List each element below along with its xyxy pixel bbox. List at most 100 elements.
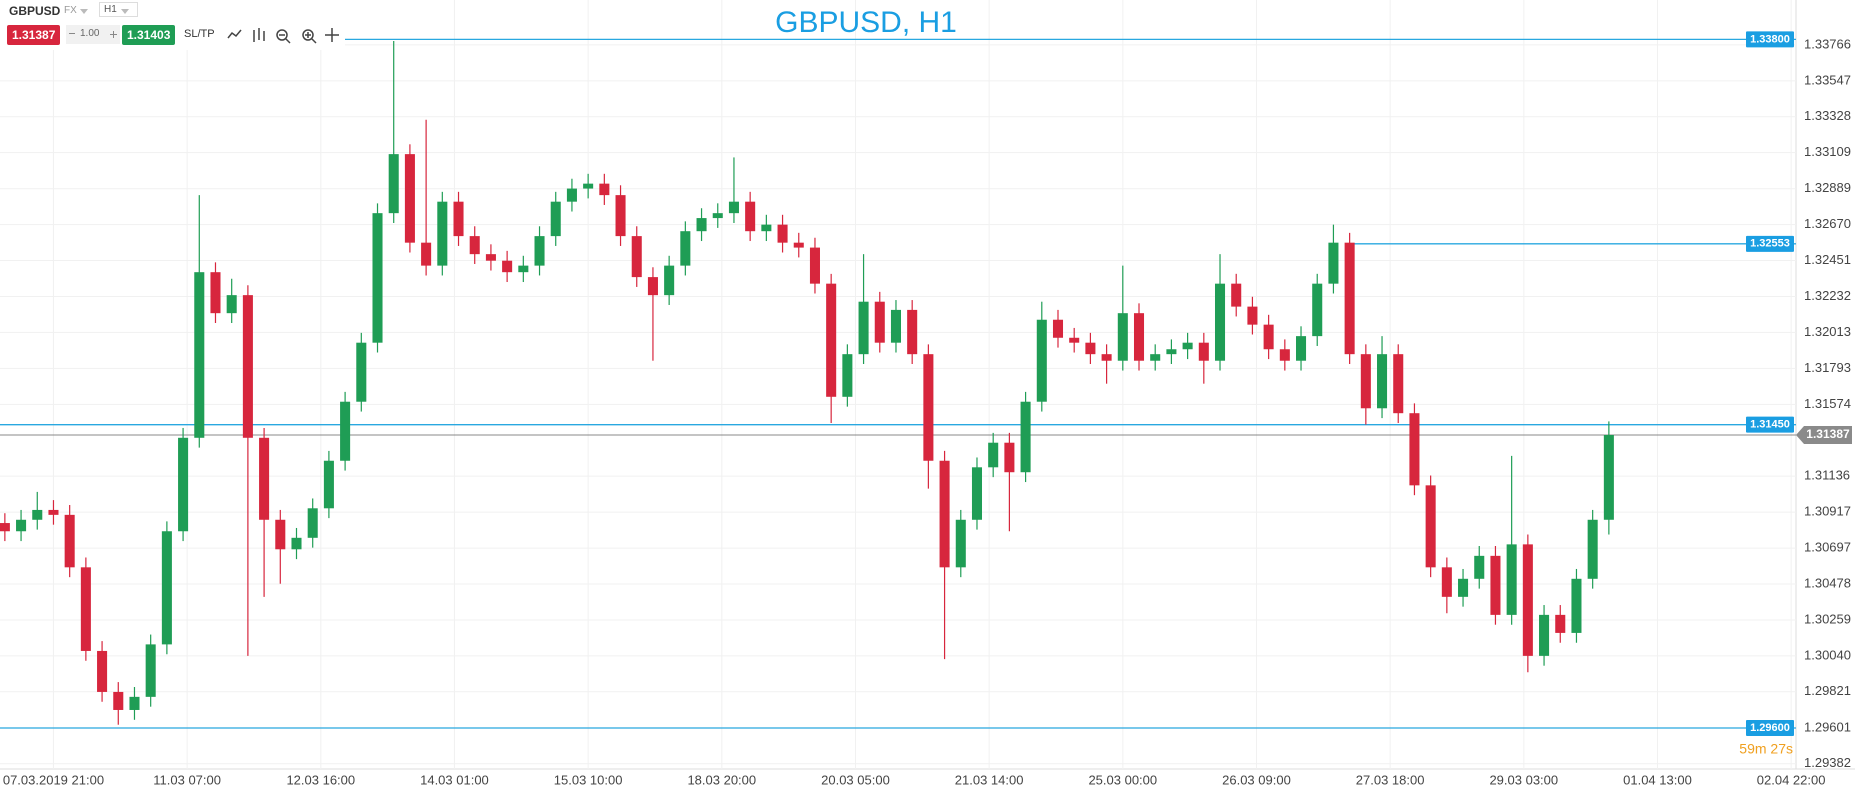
- candles: [0, 40, 1614, 725]
- candle-body: [226, 295, 237, 314]
- tool-icons[interactable]: [226, 26, 342, 46]
- y-tick-label: 1.31793: [1804, 360, 1851, 375]
- candle-body: [1133, 313, 1145, 361]
- candle-body: [631, 236, 642, 278]
- candle-body: [745, 201, 756, 232]
- candle-body: [242, 295, 253, 438]
- candle-body: [1150, 354, 1161, 361]
- plus-icon[interactable]: [110, 31, 117, 38]
- y-tick-label: 1.29382: [1804, 755, 1851, 770]
- candle-body: [421, 242, 432, 266]
- y-tick-label: 1.31136: [1804, 468, 1850, 483]
- candle-body: [194, 272, 205, 438]
- candle-body: [1393, 354, 1404, 414]
- candle-body: [647, 277, 658, 296]
- y-tick-label: 1.33547: [1804, 72, 1851, 87]
- candle-body: [502, 260, 513, 273]
- candle-body: [1198, 342, 1209, 361]
- candle-body: [48, 509, 59, 515]
- candle-body: [534, 236, 545, 266]
- candle-body: [1020, 401, 1031, 473]
- candle-body: [1296, 336, 1307, 361]
- candle-body: [939, 460, 950, 568]
- candle-body: [955, 519, 966, 568]
- y-tick-label: 1.32451: [1804, 252, 1851, 267]
- candle-body: [275, 519, 286, 550]
- candle-body: [80, 567, 91, 651]
- x-tick-label: 29.03 03:00: [1489, 772, 1558, 787]
- candle-body: [1539, 614, 1550, 656]
- y-tick-label: 1.32013: [1804, 324, 1851, 339]
- lot-box[interactable]: [66, 25, 120, 44]
- candle-body: [874, 301, 885, 343]
- sltp-button[interactable]: SL/TP: [184, 28, 215, 40]
- candle-body: [356, 342, 367, 402]
- candle-body: [469, 236, 480, 255]
- candle-body: [1231, 283, 1242, 307]
- candle-body: [923, 354, 934, 461]
- x-tick-label: 18.03 20:00: [687, 772, 756, 787]
- candle-body: [145, 644, 156, 697]
- y-tick-label: 1.30697: [1804, 540, 1851, 555]
- candle-body: [404, 154, 415, 243]
- candle-body: [599, 183, 610, 196]
- candle-body: [1425, 485, 1436, 568]
- level-label-box: [1746, 235, 1794, 252]
- candle-body: [761, 224, 772, 232]
- level-label-box: [1746, 31, 1794, 48]
- sell-price[interactable]: 1.31387: [7, 25, 61, 45]
- dropdown-icon: [80, 9, 88, 14]
- candle-body: [1458, 578, 1469, 597]
- candle-body: [1441, 567, 1452, 597]
- candle-body: [1490, 555, 1501, 615]
- candle-body: [566, 188, 577, 202]
- y-tick-label: 1.33766: [1804, 36, 1851, 51]
- x-tick-label: 25.03 00:00: [1088, 772, 1157, 787]
- candle-body: [291, 537, 302, 550]
- candle-body: [1360, 354, 1371, 409]
- candle-body: [1377, 354, 1388, 409]
- current-price-label: 1.31387: [1806, 427, 1850, 441]
- level-label: 1.32553: [1750, 238, 1790, 250]
- y-tick-label: 1.31574: [1804, 396, 1851, 411]
- candle-body: [161, 531, 172, 645]
- candle-body: [1036, 319, 1047, 402]
- candle-body: [890, 309, 901, 343]
- market[interactable]: FX: [64, 5, 77, 16]
- dropdown-icon: [121, 9, 129, 14]
- level-label: 1.29600: [1750, 722, 1790, 734]
- y-tick-label: 1.33328: [1804, 108, 1851, 123]
- level-label: 1.33800: [1750, 33, 1790, 45]
- minus-icon[interactable]: [69, 33, 75, 35]
- toolbar: GBPUSD FX H1 1.31387 1.00 1.31403 SL/TP: [0, 0, 345, 50]
- candle-body: [1214, 283, 1226, 361]
- candle-body: [793, 242, 804, 248]
- candle-body: [437, 201, 448, 266]
- candle-body: [1085, 342, 1096, 355]
- timeframe[interactable]: H1: [99, 2, 138, 17]
- y-tick-label: 1.32889: [1804, 180, 1851, 195]
- candle-body: [615, 195, 626, 237]
- candle-body: [0, 523, 10, 532]
- candle-body: [210, 272, 221, 314]
- lot[interactable]: 1.00: [80, 28, 100, 39]
- y-tick-label: 1.29821: [1804, 683, 1851, 698]
- candle-body: [696, 218, 707, 232]
- candle-body: [307, 508, 318, 538]
- candle-body: [1522, 544, 1533, 656]
- x-tick-label: 02.04 22:00: [1757, 772, 1826, 787]
- buy-price[interactable]: 1.31403: [122, 25, 176, 45]
- countdown: 59m 27s: [1739, 741, 1793, 757]
- candle-body: [1587, 519, 1598, 579]
- symbol[interactable]: GBPUSD: [9, 4, 61, 18]
- candle-body: [1182, 342, 1193, 350]
- y-tick-label: 1.29601: [1804, 719, 1851, 734]
- x-tick-label: 15.03 10:00: [554, 772, 623, 787]
- y-tick-label: 1.30040: [1804, 647, 1851, 662]
- candle-body: [1279, 349, 1290, 361]
- candle-body: [826, 283, 837, 397]
- candle-body: [1052, 319, 1064, 338]
- candle-body: [583, 183, 594, 189]
- candle-body: [728, 201, 739, 214]
- candle-body: [1571, 578, 1582, 633]
